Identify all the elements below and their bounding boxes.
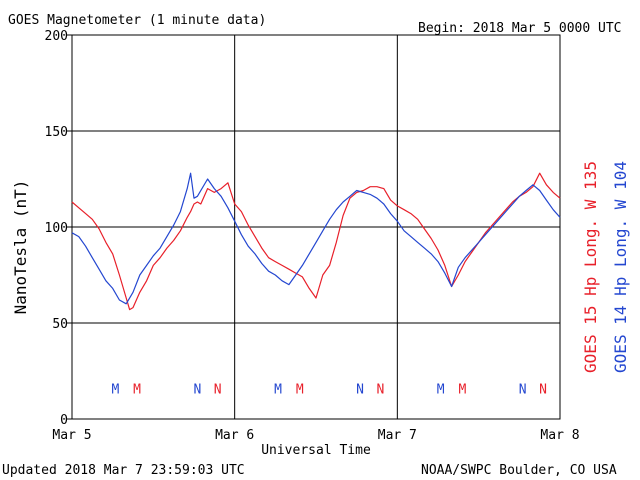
marker-n: N	[519, 382, 527, 397]
marker-n: N	[356, 382, 364, 397]
begin-time: Begin: 2018 Mar 5 0000 UTC	[418, 21, 622, 36]
marker-m: M	[296, 382, 304, 397]
y-axis: 0 50 100 150 200	[45, 29, 72, 428]
marker-m: M	[458, 382, 466, 397]
marker-m: M	[133, 382, 141, 397]
updated-time: Updated 2018 Mar 7 23:59:03 UTC	[2, 463, 245, 478]
x-tick-label: Mar 5	[52, 428, 91, 443]
series-line-goes14	[71, 172, 561, 305]
marker-m: M	[111, 382, 119, 397]
y-tick-label: 100	[45, 221, 68, 236]
series-line-goes15	[71, 172, 561, 311]
x-axis-label: Universal Time	[261, 443, 371, 458]
legend-goes14: GOES 14 Hp Long. W 104	[611, 161, 630, 373]
chart-title: GOES Magnetometer (1 minute data)	[8, 13, 266, 28]
x-tick-label: Mar 8	[540, 428, 579, 443]
x-axis: Mar 5 Mar 6 Mar 7 Mar 8	[52, 428, 579, 443]
marker-n: N	[376, 382, 384, 397]
y-tick-label: 50	[52, 317, 68, 332]
y-tick-label: 150	[45, 125, 68, 140]
y-axis-label: NanoTesla (nT)	[11, 180, 30, 315]
marker-m: M	[274, 382, 282, 397]
x-tick-label: Mar 7	[378, 428, 417, 443]
y-tick-label: 0	[60, 413, 68, 428]
y-tick-label: 200	[45, 29, 68, 44]
x-tick-label: Mar 6	[215, 428, 254, 443]
grid-lines	[72, 35, 560, 419]
marker-n: N	[539, 382, 547, 397]
series-lines	[71, 172, 561, 311]
marker-n: N	[214, 382, 222, 397]
marker-n: N	[193, 382, 201, 397]
credit: NOAA/SWPC Boulder, CO USA	[421, 463, 617, 478]
marker-m: M	[437, 382, 445, 397]
legend-goes15: GOES 15 Hp Long. W 135	[581, 161, 600, 373]
